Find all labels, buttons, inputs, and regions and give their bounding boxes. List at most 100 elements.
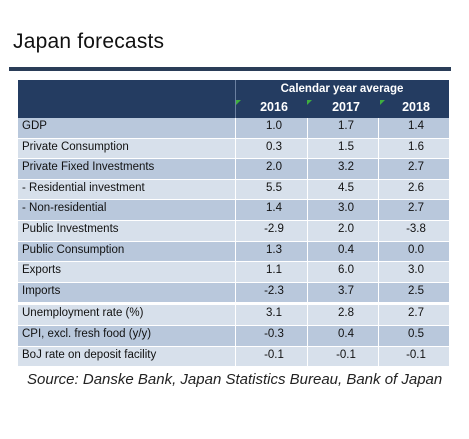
value-cell-2016: 0.3 (266, 140, 282, 153)
row-label: Private Consumption (22, 140, 129, 153)
row-label: GDP (22, 120, 47, 132)
table-row: GDP 1.0 1.7 1.4 (18, 118, 449, 139)
table-row: BoJ rate on deposit facility -0.1 -0.1 -0.1 (18, 346, 449, 368)
value-cell-2017: 2.0 (338, 222, 354, 235)
table-row: - Residential investment 5.5 4.5 2.6 (18, 179, 449, 201)
column-divider (235, 262, 236, 282)
table-row: Imports -2.3 3.7 2.5 (18, 282, 449, 304)
value-cell-2016: 1.0 (266, 120, 282, 132)
column-divider (307, 159, 308, 179)
column-divider (307, 282, 308, 303)
value-cell-2018: 2.7 (408, 307, 424, 320)
column-divider (307, 262, 308, 282)
value-cell-2018: 2.5 (408, 284, 424, 297)
value-cell-2018: 0.5 (408, 327, 424, 340)
column-divider (378, 220, 379, 241)
column-divider (307, 325, 308, 346)
value-cell-2018: 1.4 (408, 120, 424, 132)
column-divider (378, 241, 379, 262)
table-body: GDP 1.0 1.7 1.4 Private Consumption 0.3 1.5 1.6… (18, 118, 449, 368)
source-note: Source: Danske Bank, Japan Statistics Bu… (27, 371, 443, 388)
table-row: CPI, excl. fresh food (y/y) -0.3 0.4 0.5 (18, 325, 449, 347)
column-divider (235, 179, 236, 200)
row-label: - Non-residential (22, 202, 107, 215)
value-cell-2016: 1.3 (266, 243, 282, 256)
value-cell-2017: 1.5 (338, 140, 354, 153)
table-row: Exports 1.1 6.0 3.0 (18, 262, 449, 283)
row-label: Imports (22, 284, 61, 297)
column-divider (378, 325, 379, 346)
header-blank-cell (18, 80, 236, 118)
column-divider (307, 305, 308, 325)
table-row: Public Investments -2.9 2.0 -3.8 (18, 220, 449, 242)
year-2016-header: 2016 (260, 100, 288, 114)
column-divider (378, 159, 379, 179)
table-row: Private Fixed Investments 2.0 3.2 2.7 (18, 159, 449, 180)
table-row: Private Consumption 0.3 1.5 1.6 (18, 138, 449, 160)
value-cell-2017: 3.7 (338, 284, 354, 297)
row-label: Unemployment rate (%) (22, 307, 144, 320)
row-label: BoJ rate on deposit facility (22, 348, 157, 361)
column-divider (235, 200, 236, 220)
marker-icon (307, 100, 312, 105)
table-row: - Non-residential 1.4 3.0 2.7 (18, 200, 449, 221)
column-divider (235, 325, 236, 346)
column-divider (378, 200, 379, 220)
value-cell-2017: -0.1 (336, 348, 356, 361)
column-divider (235, 241, 236, 262)
value-cell-2018: 2.7 (408, 161, 424, 174)
marker-icon (236, 100, 241, 105)
value-cell-2017: 0.4 (338, 327, 354, 340)
value-cell-2017: 3.0 (338, 202, 354, 215)
column-divider (235, 282, 236, 303)
value-cell-2018: 0.0 (408, 243, 424, 256)
column-divider (235, 118, 236, 138)
value-cell-2017: 3.2 (338, 161, 354, 174)
column-divider (307, 138, 308, 159)
column-divider (235, 220, 236, 241)
value-cell-2016: -0.3 (264, 327, 284, 340)
year-2017-header: 2017 (332, 100, 360, 114)
row-label: Exports (22, 264, 61, 277)
column-divider (307, 220, 308, 241)
value-cell-2017: 4.5 (338, 181, 354, 194)
column-divider (235, 305, 236, 325)
value-cell-2017: 0.4 (338, 243, 354, 256)
value-cell-2016: 1.1 (266, 264, 282, 277)
column-divider (307, 179, 308, 200)
column-divider (378, 179, 379, 200)
row-label: Private Fixed Investments (22, 161, 155, 174)
column-divider (307, 241, 308, 262)
value-cell-2017: 2.8 (338, 307, 354, 320)
column-divider (378, 346, 379, 367)
column-divider (235, 138, 236, 159)
column-divider (378, 118, 379, 138)
row-label: - Residential investment (22, 181, 145, 194)
value-cell-2018: 2.7 (408, 202, 424, 215)
column-divider (378, 138, 379, 159)
value-cell-2016: 2.0 (266, 161, 282, 174)
value-cell-2018: -0.1 (406, 348, 426, 361)
row-label: Public Consumption (22, 243, 125, 256)
value-cell-2018: 2.6 (408, 181, 424, 194)
value-cell-2017: 6.0 (338, 264, 354, 277)
column-divider (307, 346, 308, 367)
title-divider (9, 67, 451, 71)
marker-icon (380, 100, 385, 105)
value-cell-2016: -2.3 (264, 284, 284, 297)
page-title: Japan forecasts (13, 30, 165, 53)
column-divider (235, 159, 236, 179)
value-cell-2016: 3.1 (266, 307, 282, 320)
row-label: CPI, excl. fresh food (y/y) (22, 327, 152, 340)
table-row: Public Consumption 1.3 0.4 0.0 (18, 241, 449, 263)
year-2018-header: 2018 (402, 100, 430, 114)
value-cell-2016: 5.5 (266, 181, 282, 194)
column-divider (378, 262, 379, 282)
value-cell-2016: 1.4 (266, 202, 282, 215)
column-divider (307, 200, 308, 220)
value-cell-2018: -3.8 (406, 222, 426, 235)
value-cell-2016: -0.1 (264, 348, 284, 361)
table-row: Unemployment rate (%) 3.1 2.8 2.7 (18, 303, 449, 326)
value-cell-2016: -2.9 (264, 222, 284, 235)
column-divider (378, 282, 379, 303)
